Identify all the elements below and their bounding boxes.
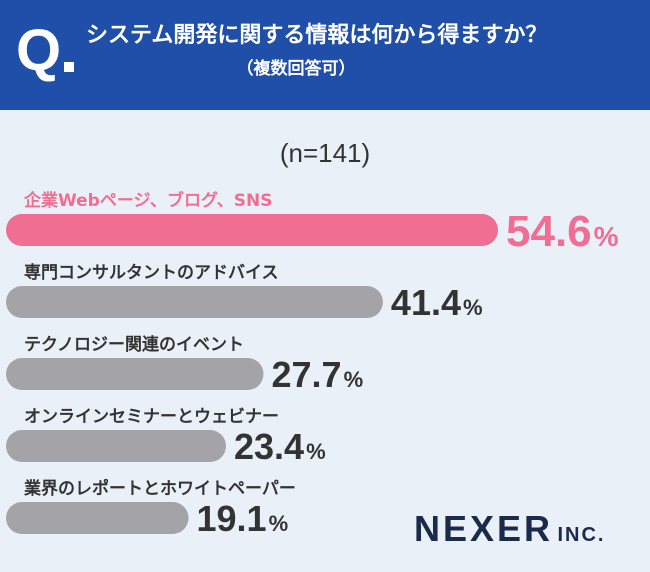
bar — [6, 358, 264, 390]
sample-size-label: (n=141) — [279, 138, 371, 168]
value-label: 19.1% — [197, 498, 289, 539]
question-header: Q システム開発に関する情報は何から得ますか？ （複数回答可） — [0, 0, 650, 110]
bar — [6, 286, 383, 318]
value-number: 54.6 — [506, 207, 592, 256]
value-unit: % — [269, 511, 289, 536]
bar — [6, 502, 189, 534]
bar — [6, 430, 226, 462]
logo-main-text: NEXER — [414, 508, 554, 549]
value-label: 27.7% — [271, 354, 363, 395]
logo-sub-text: INC. — [557, 524, 606, 546]
value-label: 54.6% — [506, 207, 619, 256]
category-label: テクノロジー関連のイベント — [24, 334, 244, 355]
value-unit: % — [594, 221, 619, 252]
question-mark-q: Q — [16, 18, 62, 83]
category-label: オンラインセミナーとウェビナー — [24, 407, 279, 427]
question-subtitle: （複数回答可） — [236, 59, 356, 79]
value-number: 27.7 — [271, 354, 341, 395]
question-title: システム開発に関する情報は何から得ますか？ — [86, 23, 548, 48]
value-unit: % — [463, 295, 483, 320]
category-label: 専門コンサルタントのアドバイス — [24, 263, 279, 283]
category-label: 業界のレポートとホワイトペーパー — [24, 478, 296, 499]
value-unit: % — [344, 367, 364, 392]
category-label: 企業Webページ、ブログ、SNS — [23, 190, 273, 211]
value-label: 41.4% — [391, 282, 483, 323]
value-unit: % — [306, 439, 326, 464]
value-number: 23.4 — [234, 426, 304, 467]
nexer-logo: NEXER INC. — [414, 508, 634, 549]
question-mark-dot — [64, 62, 74, 72]
value-number: 41.4 — [391, 282, 461, 323]
bar — [6, 214, 498, 246]
value-number: 19.1 — [197, 498, 267, 539]
value-label: 23.4% — [234, 426, 326, 467]
